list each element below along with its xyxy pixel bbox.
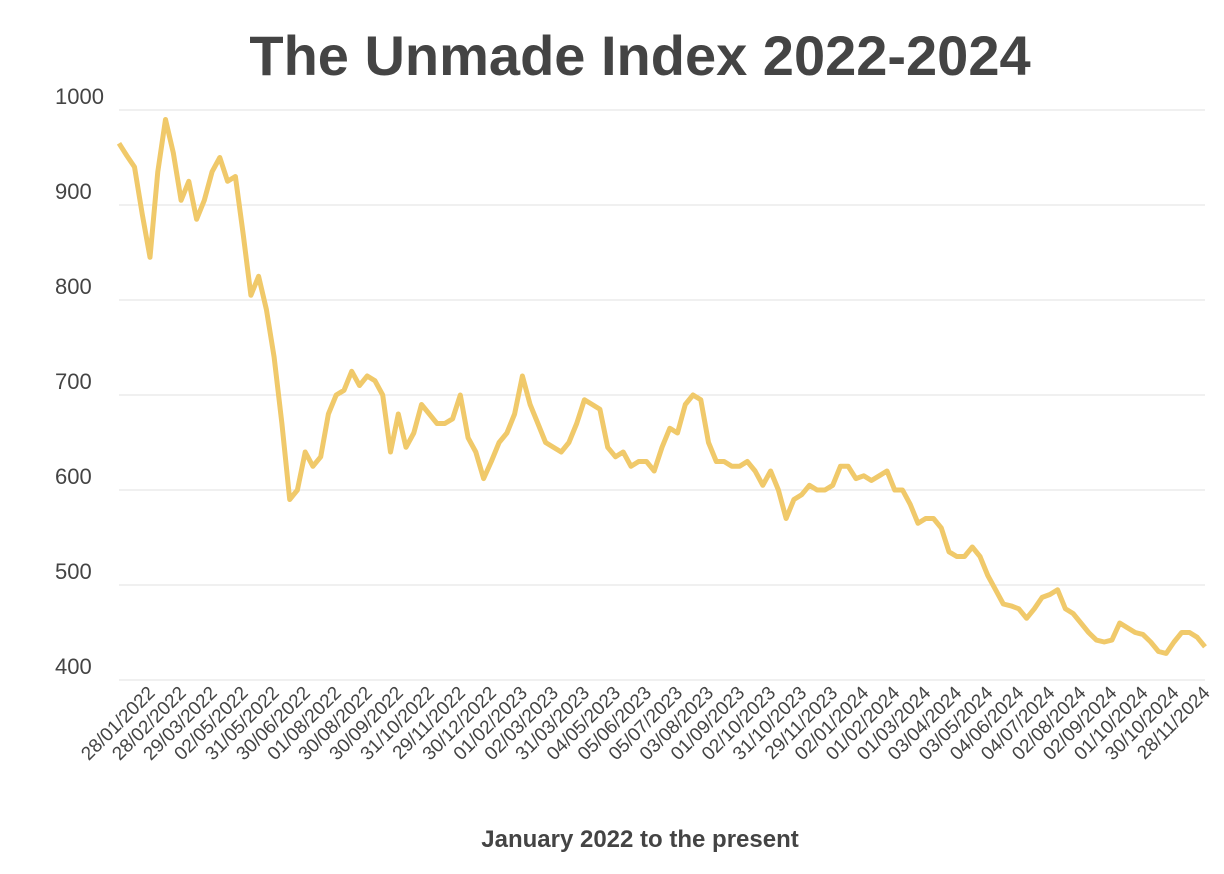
y-tick-label: 900 [55, 179, 92, 204]
chart-title: The Unmade Index 2022-2024 [249, 24, 1030, 87]
y-tick-label: 400 [55, 654, 92, 679]
y-tick-label: 700 [55, 369, 92, 394]
y-tick-label: 1000 [55, 84, 104, 109]
y-tick-label: 500 [55, 559, 92, 584]
y-tick-label: 800 [55, 274, 92, 299]
x-axis-label: January 2022 to the present [481, 826, 798, 853]
data-line [116, 117, 1207, 656]
y-tick-label: 600 [55, 464, 92, 489]
